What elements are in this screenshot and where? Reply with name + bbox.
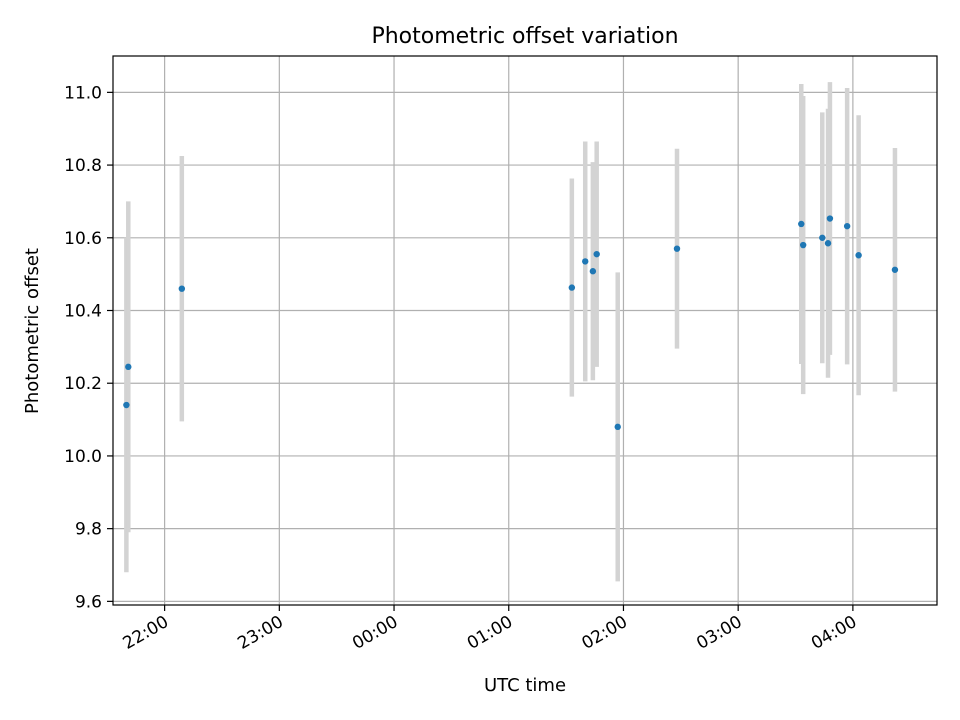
x-tick-label: 01:00: [464, 612, 516, 654]
x-tick-label: 02:00: [579, 612, 631, 654]
data-point: [673, 245, 681, 252]
data-point: [582, 258, 589, 265]
x-tick-label: 00:00: [349, 612, 401, 654]
x-tick-label: 03:00: [693, 612, 745, 654]
data-point: [614, 423, 621, 431]
x-tick-label: 23:00: [234, 612, 286, 654]
y-tick-label: 10.8: [64, 156, 102, 176]
data-point: [568, 284, 576, 291]
data-point: [798, 220, 805, 228]
y-tick-label: 9.6: [75, 592, 102, 612]
y-tick-label: 11.0: [64, 83, 102, 103]
x-axis-label: UTC time: [484, 675, 566, 696]
data-point: [123, 401, 130, 409]
data-point: [891, 266, 899, 273]
data-point: [826, 215, 834, 222]
error-bars: [124, 82, 898, 582]
y-axis-label: Photometric offset: [22, 248, 43, 414]
grid: [113, 56, 937, 605]
y-tick-label: 10.4: [64, 302, 102, 322]
data-point: [589, 268, 597, 275]
data-points: [123, 215, 899, 431]
x-tick-label: 22:00: [120, 612, 172, 654]
y-tick-label: 10.2: [64, 374, 102, 394]
data-point: [178, 285, 186, 292]
data-point: [824, 240, 832, 247]
y-tick-label: 10.6: [64, 229, 102, 249]
data-point: [855, 252, 862, 259]
data-point: [125, 363, 132, 371]
x-tick-label: 04:00: [808, 612, 860, 654]
data-point: [593, 250, 600, 258]
data-point: [843, 222, 851, 230]
data-point: [799, 241, 807, 249]
y-tick-label: 9.8: [75, 520, 102, 540]
y-tick-label: 10.0: [64, 447, 102, 467]
data-point: [819, 234, 826, 241]
plot-frame: [112, 55, 938, 606]
chart-title: Photometric offset variation: [371, 24, 678, 49]
